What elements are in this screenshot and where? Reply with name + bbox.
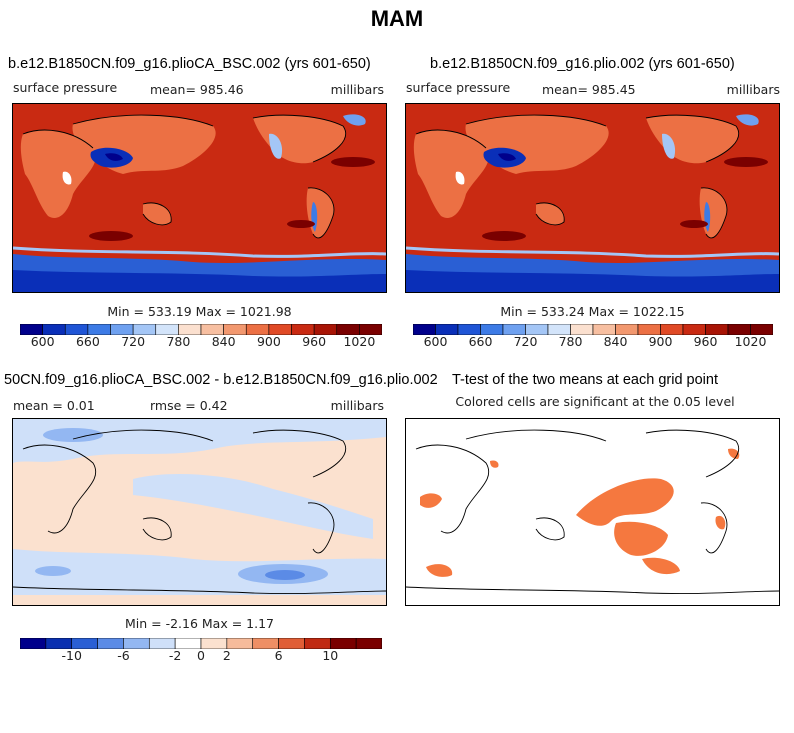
australia — [143, 202, 172, 225]
greenland-low — [343, 114, 366, 126]
antarctic-positive — [13, 595, 386, 605]
panel-3-colorbar-labels: -10 -6 -2 0 2 6 10 — [0, 648, 400, 666]
australia — [536, 202, 565, 225]
colorbar-tick-label: 720 — [513, 334, 538, 349]
colorbar-tick-label: 600 — [30, 334, 55, 349]
colorbar-tick-label: -6 — [117, 648, 130, 663]
colorbar-tick-label: 2 — [222, 648, 231, 663]
panel-1-units: millibars — [330, 82, 384, 97]
panel-3-title: 50CN.f09_g16.plioCA_BSC.002 - b.e12.B185… — [4, 372, 438, 388]
colorbar-tick-label: 780 — [558, 334, 583, 349]
colorbar-tick-label: 660 — [75, 334, 100, 349]
africa-europe — [20, 130, 96, 218]
panel-4-title: T-test of the two means at each grid poi… — [452, 372, 718, 388]
north-atlantic-low — [43, 428, 103, 442]
panel-1-colorbar — [20, 324, 382, 335]
panel-2-variable: surface pressure — [406, 80, 511, 95]
panel-1-variable: surface pressure — [13, 80, 118, 95]
significant-region-africa — [420, 493, 442, 508]
south-pacific-low-core — [265, 570, 305, 580]
panel-1-map — [12, 103, 387, 293]
significance-field — [406, 419, 779, 605]
panel-2-units: millibars — [726, 82, 780, 97]
north-pacific-high — [724, 157, 768, 167]
coastlines — [22, 114, 346, 239]
panel-3-minmax: Min = -2.16 Max = 1.17 — [124, 616, 274, 631]
panel-1-mean: mean= 985.46 — [150, 82, 244, 97]
colorbar-tick-label: 900 — [256, 334, 281, 349]
colorbar-tick-label: 600 — [423, 334, 448, 349]
panel-4-map — [405, 418, 780, 606]
tropical-negative — [133, 474, 373, 539]
colorbar-tick-label: 1020 — [734, 334, 767, 349]
africa-europe — [413, 130, 489, 218]
panel-2-map — [405, 103, 780, 293]
panel-3-mean: mean = 0.01 — [13, 398, 95, 413]
panel-1-minmax: Min = 533.19 Max = 1021.98 — [107, 304, 292, 319]
pressure-field — [13, 104, 386, 292]
panel-2-minmax: Min = 533.24 Max = 1022.15 — [500, 304, 685, 319]
panel-2-colorbar-labels: 600 660 720 780 840 900 960 1020 — [394, 334, 794, 352]
coastlines — [406, 429, 779, 594]
pressure-field — [406, 104, 779, 292]
panel-3-units: millibars — [330, 398, 384, 413]
significant-region-south-pacific — [614, 521, 668, 556]
rockies-low — [662, 133, 676, 159]
colorbar-box — [359, 324, 382, 335]
panel-3-colorbar — [20, 638, 382, 649]
south-pacific-high — [680, 220, 708, 228]
significant-region-southern-ocean — [642, 557, 680, 575]
difference-field — [13, 419, 386, 605]
panel-2-title: b.e12.B1850CN.f09_g16.plio.002 (yrs 601-… — [430, 56, 735, 72]
arabia-high-terrain — [62, 171, 72, 185]
indian-ocean-high — [89, 231, 133, 241]
tibet-core — [498, 153, 516, 161]
coastlines — [415, 114, 739, 239]
colorbar-tick-label: 660 — [468, 334, 493, 349]
colorbar-tick-label: 900 — [648, 334, 673, 349]
colorbar-box — [355, 638, 382, 649]
panel-2-mean: mean= 985.45 — [542, 82, 636, 97]
arabia-high-terrain — [455, 171, 465, 185]
panel-3-rmse: rmse = 0.42 — [150, 398, 228, 413]
panel-1-colorbar-labels: 600 660 720 780 840 900 960 1020 — [0, 334, 400, 352]
colorbar-tick-label: -10 — [61, 648, 82, 663]
rockies-low — [269, 133, 283, 159]
colorbar-tick-label: 1020 — [343, 334, 376, 349]
colorbar-tick-label: 840 — [603, 334, 628, 349]
panel-3-map — [12, 418, 387, 606]
colorbar-tick-label: 960 — [693, 334, 718, 349]
greenland-low — [736, 114, 759, 126]
significant-region-pacific — [576, 478, 674, 526]
antarctic-core — [406, 270, 779, 292]
colorbar-tick-label: 720 — [121, 334, 146, 349]
panel-2-colorbar — [413, 324, 773, 335]
colorbar-tick-label: 6 — [274, 648, 283, 663]
indian-ocean-high — [482, 231, 526, 241]
antarctic-edge — [406, 246, 779, 258]
colorbar-tick-label: 840 — [211, 334, 236, 349]
coastlines — [13, 429, 386, 594]
significant-region-south-america — [715, 515, 726, 530]
north-pacific-high — [331, 157, 375, 167]
panel-4-subtitle: Colored cells are significant at the 0.0… — [455, 394, 735, 409]
significant-region-asia — [490, 460, 499, 468]
tibet-core — [105, 153, 123, 161]
antarctic-core — [13, 270, 386, 292]
significant-region-south-atlantic — [426, 564, 453, 577]
colorbar-tick-label: 960 — [302, 334, 327, 349]
south-pacific-high — [287, 220, 315, 228]
antarctic-edge — [13, 246, 386, 258]
colorbar-tick-label: 0 — [197, 648, 205, 663]
colorbar-tick-label: 780 — [166, 334, 191, 349]
south-atlantic-low — [35, 566, 71, 576]
colorbar-tick-label: -2 — [168, 648, 182, 663]
figure-title: MAM — [370, 6, 424, 31]
panel-1-title: b.e12.B1850CN.f09_g16.plioCA_BSC.002 (yr… — [8, 56, 371, 72]
colorbar-tick-label: 10 — [322, 648, 339, 663]
colorbar-box — [750, 324, 773, 335]
